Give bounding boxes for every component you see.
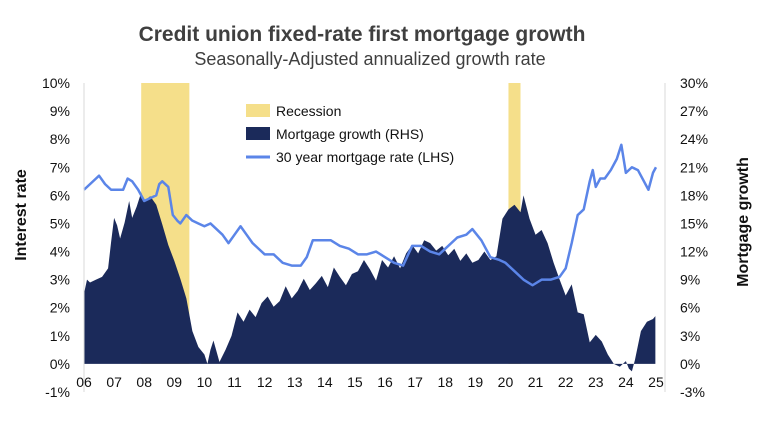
x-tick-label: 24 [618,374,634,390]
x-tick-label: 15 [347,374,363,390]
x-axis-ticks: 06 07 08 09 10 11 12 13 14 15 16 17 18 19 20 21 22 23 24 25 [76,374,664,390]
legend-label-mortgage-growth: Mortgage growth (RHS) [276,126,424,142]
x-tick-label: 25 [648,374,664,390]
right-tick-label: 0% [680,356,700,372]
x-tick-label: 17 [407,374,423,390]
left-tick-label: 9% [50,103,70,119]
x-tick-label: 06 [76,374,92,390]
x-tick-label: 19 [468,374,484,390]
left-tick-label: 1% [50,328,70,344]
x-tick-label: 07 [106,374,122,390]
mortgage-growth-area [84,192,656,372]
legend-swatch-recession [246,104,270,117]
right-tick-label: 9% [680,272,700,288]
right-axis-ticks: -3% 0% 3% 6% 9% 12% 15% 18% 21% 24% 27% 30% [680,75,708,400]
right-tick-label: 27% [680,103,708,119]
right-tick-label: 3% [680,328,700,344]
right-axis-title: Mortgage growth [735,157,752,287]
left-tick-label: 7% [50,159,70,175]
right-tick-label: 12% [680,244,708,260]
legend-label-mortgage-rate: 30 year mortgage rate (LHS) [276,149,454,165]
mortgage-growth-area-layer [84,192,656,372]
x-tick-label: 20 [498,374,514,390]
x-tick-label: 23 [588,374,604,390]
x-tick-label: 12 [257,374,273,390]
legend-label-recession: Recession [276,103,341,119]
x-tick-label: 22 [558,374,574,390]
legend-swatch-mortgage-growth [246,127,270,140]
right-tick-label: -3% [680,384,705,400]
legend: Recession Mortgage growth (RHS) 30 year … [246,103,454,165]
chart-title: Credit union fixed-rate first mortgage g… [139,23,586,46]
mortgage-rate-line [83,143,658,287]
left-tick-label: 6% [50,187,70,203]
left-axis-title: Interest rate [13,169,30,261]
x-tick-label: 08 [136,374,152,390]
x-tick-label: 13 [287,374,303,390]
left-tick-label: 4% [50,244,70,260]
right-tick-label: 6% [680,300,700,316]
left-tick-label: -1% [45,384,70,400]
left-tick-label: 0% [50,356,70,372]
right-tick-label: 15% [680,215,708,231]
x-tick-label: 09 [167,374,183,390]
x-tick-label: 21 [528,374,544,390]
x-tick-label: 10 [197,374,213,390]
left-tick-label: 8% [50,131,70,147]
axes [83,83,666,392]
right-tick-label: 18% [680,187,708,203]
right-tick-label: 30% [680,75,708,91]
left-tick-label: 3% [50,272,70,288]
chart-subtitle: Seasonally-Adjusted annualized growth ra… [194,49,545,69]
x-tick-label: 14 [317,374,333,390]
mortgage-rate-line-layer [83,143,658,287]
left-tick-label: 5% [50,215,70,231]
x-tick-label: 11 [227,374,242,390]
right-tick-label: 24% [680,131,708,147]
x-tick-label: 18 [437,374,453,390]
x-tick-label: 16 [377,374,393,390]
left-tick-label: 2% [50,300,70,316]
left-axis-ticks: -1% 0% 1% 2% 3% 4% 5% 6% 7% 8% 9% 10% [42,75,70,400]
left-tick-label: 10% [42,75,70,91]
right-tick-label: 21% [680,159,708,175]
